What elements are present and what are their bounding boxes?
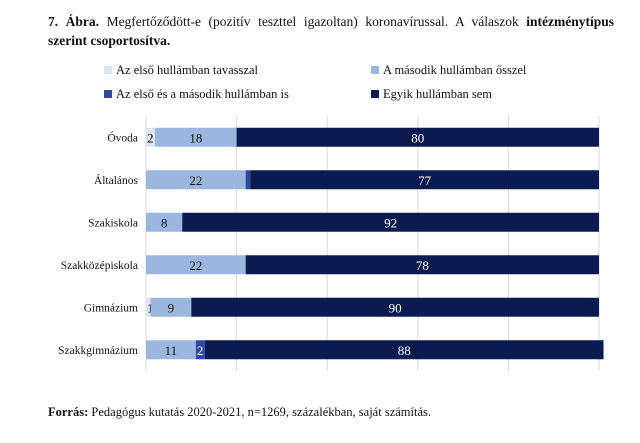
category-label: Szakközépiskola	[61, 260, 138, 272]
bar-segment	[245, 255, 599, 275]
figure-title: 7. Ábra. Megfertőződött-e (pozitív teszt…	[48, 12, 614, 50]
bar-segment	[146, 170, 246, 190]
bar-segment	[250, 170, 599, 190]
data-label: 90	[389, 300, 402, 315]
bar-segment	[146, 255, 246, 275]
bar-segment	[236, 127, 599, 147]
legend-swatch-3	[104, 90, 112, 98]
bar-segment	[146, 340, 196, 360]
bar-segment	[245, 170, 251, 190]
source-label: Forrás:	[48, 405, 89, 419]
legend-label-1: Az első hullámban tavasszal	[116, 63, 258, 77]
data-label: 77	[418, 173, 432, 188]
category-label: Szakkgimnázium	[58, 345, 138, 357]
bar-segment	[182, 212, 600, 232]
chart-legend: Az első hullámban tavasszal A második hu…	[0, 0, 640, 120]
figure-source: Forrás: Pedagógus kutatás 2020-2021, n=1…	[48, 405, 431, 420]
data-label: 1	[147, 300, 154, 315]
data-label: 2	[147, 130, 154, 145]
data-label: 11	[165, 343, 178, 358]
bar-segment	[204, 340, 604, 360]
bar-segment	[155, 127, 237, 147]
figure-title-text: Megfertőződött-e (pozitív teszttel igazo…	[106, 14, 527, 29]
bar-segment	[146, 297, 151, 317]
legend-label-3: Az első és a második hullámban is	[116, 87, 289, 101]
legend-swatch-2	[371, 66, 379, 74]
data-label: 22	[189, 258, 202, 273]
legend-swatch-4	[371, 90, 379, 98]
legend-item-3: Az első és a második hullámban is	[104, 87, 289, 102]
data-label: 2	[197, 343, 204, 358]
category-label: Általános	[94, 173, 139, 187]
bar-segment	[191, 297, 600, 317]
data-label: 92	[384, 215, 397, 230]
legend-label-4: Egyik hullámban sem	[383, 87, 493, 101]
category-label: Óvoda	[107, 130, 138, 144]
data-label: 8	[161, 215, 168, 230]
legend-item-4: Egyik hullámban sem	[371, 87, 492, 102]
bar-segment	[195, 340, 205, 360]
bar-segment	[150, 297, 192, 317]
data-label: 18	[189, 130, 202, 145]
bar-segment	[146, 212, 183, 232]
source-text: Pedagógus kutatás 2020-2021, n=1269, szá…	[88, 405, 431, 419]
data-label: 9	[168, 300, 175, 315]
legend-label-2: A második hullámban ősszel	[383, 63, 527, 77]
data-label: 78	[416, 258, 429, 273]
category-label: Gimnázium	[84, 302, 138, 314]
legend-item-1: Az első hullámban tavasszal	[104, 63, 258, 78]
legend-swatch-1	[104, 66, 112, 74]
data-label: 88	[398, 343, 411, 358]
figure-number: 7. Ábra.	[48, 14, 100, 29]
figure-title-text-2: intézménytípus szerint csoportosítva.	[48, 14, 614, 48]
category-label: Szakiskola	[88, 217, 138, 229]
legend-item-2: A második hullámban ősszel	[371, 63, 526, 78]
data-label: 80	[411, 130, 424, 145]
data-label: 22	[189, 173, 202, 188]
bar-segment	[146, 127, 156, 147]
